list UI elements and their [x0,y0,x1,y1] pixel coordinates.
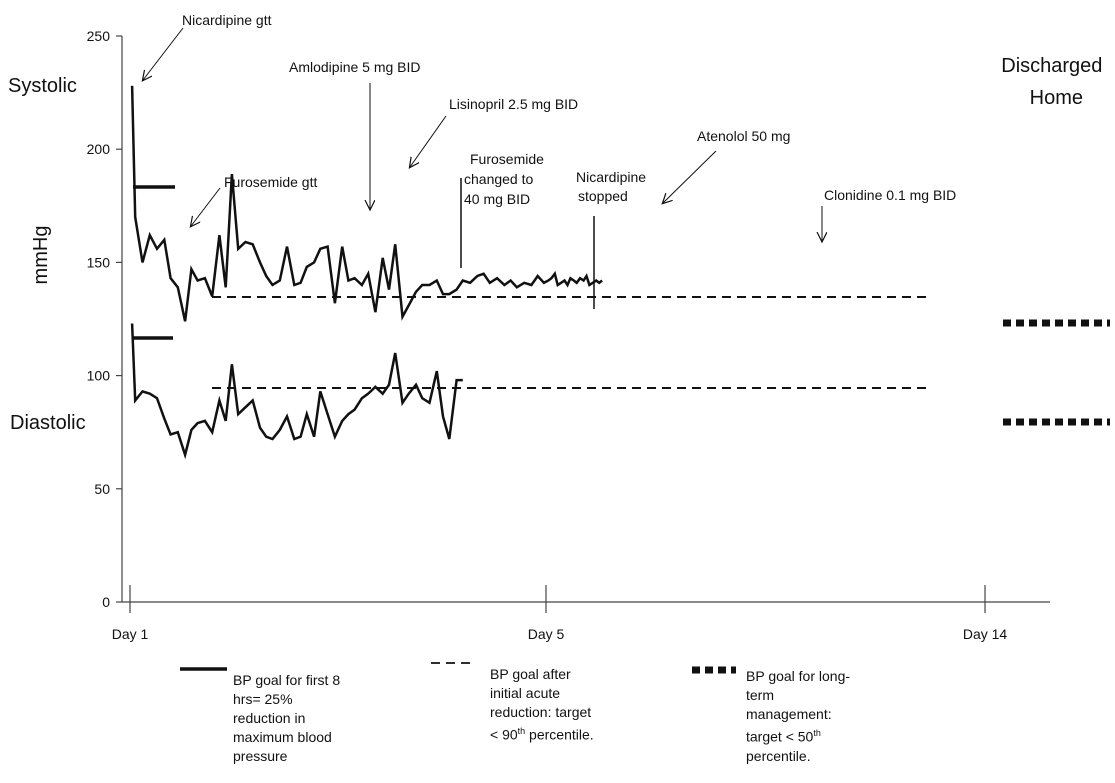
annotation-lisinopril: Lisinopril 2.5 mg BID [449,96,578,112]
arrow-lisinopril [410,115,447,167]
systolic-series-line [130,85,603,322]
arrow-furosemide-gtt [191,187,221,226]
x-tick-label: Day 14 [963,626,1008,642]
diastolic-label: Diastolic [10,412,86,434]
y-tick-label: 100 [87,368,111,384]
annotation-atenolol: Atenolol 50 mg [697,128,790,144]
x-tick-label: Day 1 [112,626,149,642]
annotation-nicardipine-gtt: Nicardipine gtt [182,12,272,28]
arrow-nicardipine-gtt [143,27,184,80]
y-axis-label: mmHg [30,226,52,285]
annotation-amlodipine: Amlodipine 5 mg BID [289,59,421,75]
y-tick-label: 150 [87,254,111,270]
y-tick-label: 0 [102,594,110,610]
systolic-label: Systolic [8,75,77,97]
annotation-furosemide-gtt: Furosemide gtt [224,174,317,190]
y-tick-label: 50 [94,481,110,497]
discharged-label: Discharged Home [1001,55,1108,109]
arrow-atenolol [663,150,717,203]
annotation-nicardipine-stopped: Nicardipine stopped [576,169,650,204]
diastolic-series-line [130,323,463,460]
y-tick-label: 200 [87,141,111,157]
legend-text-intermediate: BP goal after initial acute reduction: t… [490,666,594,743]
x-tick-label: Day 5 [528,626,565,642]
annotation-clonidine: Clonidine 0.1 mg BID [824,187,956,203]
annotation-furosemide-changed: Furosemide changed to 40 mg BID [464,151,548,207]
legend-text-long-term: BP goal for long- term management: targe… [746,668,851,764]
legend-text-acute: BP goal for first 8 hrs= 25% reduction i… [233,672,341,764]
y-tick-label: 250 [87,28,111,44]
